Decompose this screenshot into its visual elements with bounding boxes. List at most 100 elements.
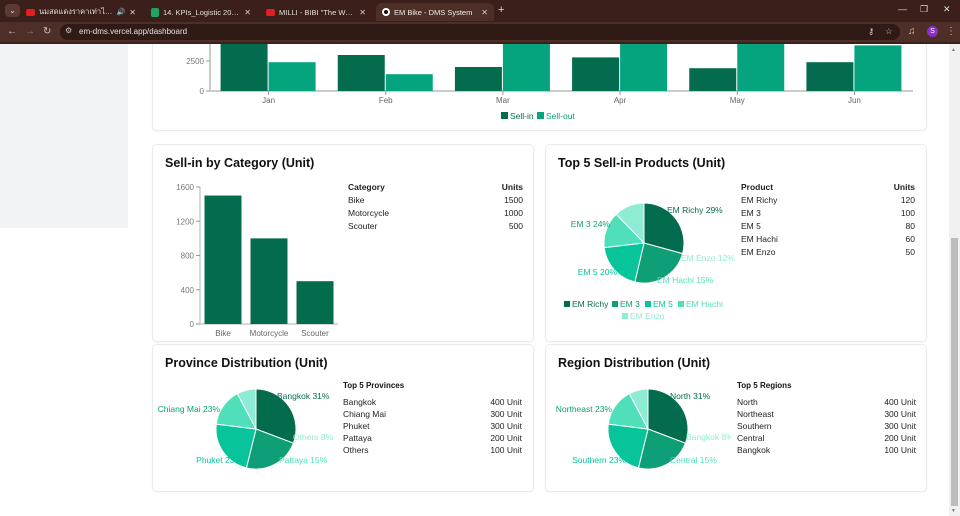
product-cell: EM 5 (741, 220, 761, 231)
card-title: Top 5 Sell-in Products (Unit) (558, 156, 726, 170)
category-cell: Motorcycle (348, 207, 390, 218)
item-value: 300 Unit (884, 409, 916, 419)
legend-swatch (612, 301, 618, 307)
card-title: Region Distribution (Unit) (558, 356, 711, 370)
monthly-sell-chart: 0 2500 Jan Feb Mar Apr May Jun Sell-in Sell-out (186, 44, 913, 121)
tab-search-button[interactable]: ⌄ (5, 4, 20, 17)
site-info-icon[interactable]: ⚙ (65, 26, 73, 35)
legend-swatch (564, 301, 570, 307)
list-item: North 400 Unit (737, 396, 916, 408)
units-cell: 80 (905, 220, 915, 231)
legend-swatch (537, 112, 544, 119)
browser-tab[interactable]: MILLI - BIBI "The Weekend" (Re ✕ (260, 3, 372, 21)
legend-label: EM Hachi (686, 299, 723, 309)
bar (296, 281, 334, 324)
table-row: EM 5 80 (741, 219, 915, 232)
pie-slice (647, 388, 689, 444)
browser-tab[interactable]: นมสดแดงราคาเท่าไหร่ "โปลาส" สร้าง 🔊 ✕ (20, 3, 142, 21)
y-tick-label: 400 (181, 286, 195, 295)
legend-swatch (645, 301, 651, 307)
browser-tab-active[interactable]: EM Bike - DMS System ✕ (376, 3, 494, 21)
pie-slice (634, 242, 684, 284)
item-name: Southern (737, 421, 772, 431)
vertical-scrollbar[interactable]: ▲ ▼ (949, 44, 960, 516)
province-card: Province Distribution (Unit) Bangkok 31%… (152, 344, 534, 492)
pie-slice (637, 428, 687, 470)
close-tab-icon[interactable]: ✕ (129, 7, 136, 17)
units-cell: 60 (905, 233, 915, 244)
slice-label: EM Enzo 12% (681, 253, 735, 263)
youtube-icon (26, 8, 35, 16)
youtube-icon (266, 8, 275, 16)
minimize-icon[interactable]: — (898, 4, 907, 14)
product-cell: EM Hachi (741, 233, 778, 244)
page-content: 0 2500 Jan Feb Mar Apr May Jun Sell-in Sell-out S… (0, 44, 948, 516)
item-name: Northeast (737, 409, 774, 419)
item-name: Chiang Mai (343, 409, 386, 419)
url-text[interactable]: em-dms.vercel.app/dashboard (79, 27, 188, 36)
scroll-down-icon[interactable]: ▼ (951, 508, 956, 514)
units-cell: 100 (900, 207, 915, 218)
close-tab-icon[interactable]: ✕ (481, 7, 488, 17)
bar-sell-in (572, 57, 620, 91)
item-name: North (737, 397, 758, 407)
list-item: Others 100 Unit (343, 444, 522, 456)
new-tab-icon[interactable]: + (498, 4, 505, 16)
y-tick-label: 1200 (176, 217, 194, 226)
close-tab-icon[interactable]: ✕ (244, 7, 251, 17)
list-item: Central 200 Unit (737, 432, 916, 444)
slice-label: EM Hachi 15% (657, 275, 714, 285)
browser-tab[interactable]: 14. KPIs_Logistic 2024 - Google ✕ (145, 3, 257, 21)
bookmark-star-icon[interactable]: ☆ (885, 26, 893, 36)
top-products-card: Top 5 Sell-in Products (Unit) EM Richy 2… (545, 144, 927, 342)
products-table: Product Units EM Richy 120 EM 3 100 EM 5 80 EM… (741, 180, 915, 258)
product-cell: EM Richy (741, 194, 778, 205)
navigation-bar: ← → ↻ ⚙ em-dms.vercel.app/dashboard ⚷ ☆ … (0, 22, 960, 42)
media-icon[interactable]: ♫ (908, 26, 916, 37)
sidebar (0, 44, 128, 228)
scrollbar-thumb[interactable] (951, 238, 958, 506)
close-tab-icon[interactable]: ✕ (359, 7, 366, 17)
slice-label: Southern 23% (572, 455, 626, 465)
bar (204, 195, 242, 324)
scroll-up-icon[interactable]: ▲ (951, 47, 956, 53)
y-tick-label: 0 (200, 87, 205, 96)
item-name: Central (737, 433, 765, 443)
table-row: EM Richy 120 (741, 193, 915, 206)
x-tick-label: Feb (379, 96, 393, 105)
menu-kebab-icon[interactable]: ⋮ (946, 26, 956, 37)
slice-label: Bangkok 31% (277, 391, 330, 401)
audio-icon[interactable]: 🔊 (116, 9, 126, 16)
forward-icon[interactable]: → (25, 26, 35, 37)
item-value: 100 Unit (490, 445, 522, 455)
reload-icon[interactable]: ↻ (43, 26, 52, 37)
item-name: Phuket (343, 421, 370, 431)
tab-strip: ⌄ นมสดแดงราคาเท่าไหร่ "โปลาส" สร้าง 🔊 ✕ … (0, 0, 960, 22)
y-tick-label: 2500 (186, 57, 204, 66)
card-title: Sell-in by Category (Unit) (165, 156, 315, 170)
tab-title: นมสดแดงราคาเท่าไหร่ "โปลาส" สร้าง (39, 7, 113, 16)
tab-title: 14. KPIs_Logistic 2024 - Google (163, 7, 240, 17)
pie-slice (615, 202, 645, 245)
x-tick-label: Apr (614, 96, 627, 105)
column-header: Category (348, 181, 385, 192)
table-row: EM Enzo 50 (741, 245, 915, 258)
item-value: 300 Unit (884, 421, 916, 431)
close-window-icon[interactable]: ✕ (943, 4, 951, 14)
restore-icon[interactable]: ❐ (920, 4, 929, 14)
products-pie-chart: EM Richy 29% EM 3 24% EM 5 20% EM Hachi 15%… (564, 202, 735, 321)
item-value: 200 Unit (490, 433, 522, 443)
address-bar[interactable]: ⚙ em-dms.vercel.app/dashboard ⚷ ☆ (60, 24, 900, 40)
legend-swatch (678, 301, 684, 307)
profile-avatar[interactable]: S (927, 26, 938, 37)
legend-label: Sell-in (510, 111, 534, 121)
x-tick-label: Jun (848, 96, 861, 105)
site-icon (382, 8, 390, 16)
slice-label: Central 15% (670, 455, 717, 465)
table-row: Scouter 500 (348, 219, 523, 232)
table-row: EM 3 100 (741, 206, 915, 219)
item-name: Others (343, 445, 369, 455)
back-icon[interactable]: ← (7, 26, 17, 37)
password-key-icon[interactable]: ⚷ (868, 26, 875, 36)
slice-label: Bangkok 8% (686, 432, 731, 442)
